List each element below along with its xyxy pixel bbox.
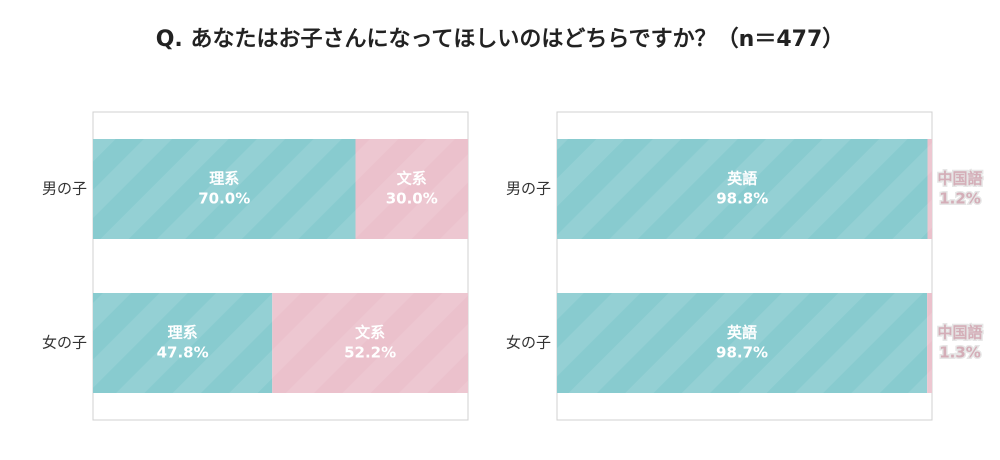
chart-title: Q. あなたはお子さんになってほしいのはどちらですか？（n＝477）	[156, 27, 845, 52]
bar-segment	[93, 293, 273, 393]
bar-segment	[927, 293, 932, 393]
bar-segment	[557, 293, 928, 393]
value-label: 1.3%	[939, 344, 981, 362]
segment-name: 英語	[727, 170, 757, 188]
segment-name: 理系	[168, 324, 198, 342]
segment-name: 英語	[727, 324, 757, 342]
value-label: 47.8%	[157, 344, 209, 362]
bar-segment	[927, 139, 932, 239]
segment-name: 中国語	[937, 170, 982, 188]
value-label: 98.7%	[716, 344, 768, 362]
segment-name: 文系	[397, 170, 427, 188]
segment-name: 中国語	[937, 324, 982, 342]
value-label: 70.0%	[198, 190, 250, 208]
value-label: 30.0%	[386, 190, 438, 208]
segment-name: 理系	[209, 170, 239, 188]
category-label: 女の子	[42, 334, 87, 352]
bar-segment	[93, 139, 356, 239]
bar-segment	[272, 293, 468, 393]
value-label: 1.2%	[939, 190, 981, 208]
category-label: 男の子	[42, 180, 87, 198]
category-label: 女の子	[506, 334, 551, 352]
category-label: 男の子	[506, 180, 551, 198]
segment-name: 文系	[355, 324, 385, 342]
bar-segment	[355, 139, 468, 239]
bar-segment	[557, 139, 928, 239]
value-label: 52.2%	[344, 344, 396, 362]
value-label: 98.8%	[716, 190, 768, 208]
